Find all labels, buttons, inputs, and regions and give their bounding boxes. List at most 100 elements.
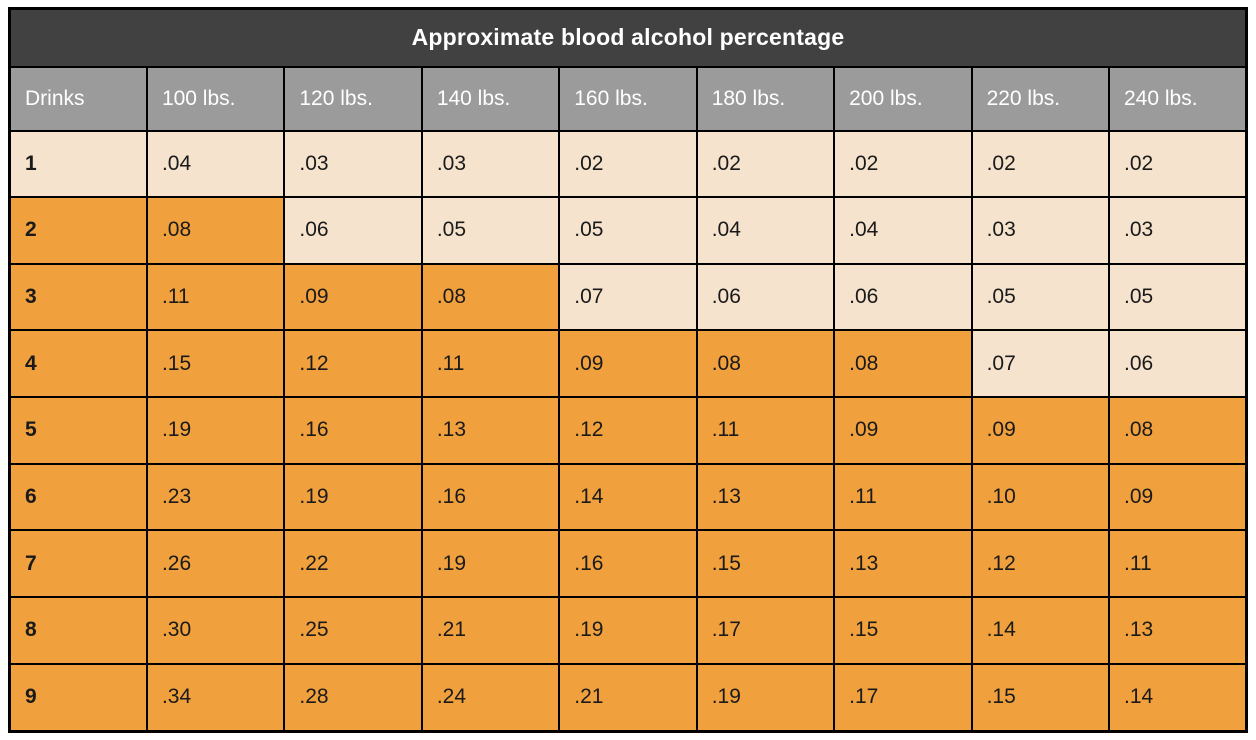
- bac-value-cell: .02: [1108, 129, 1248, 199]
- bac-value-cell: .09: [1108, 462, 1248, 532]
- bac-value-cell: .34: [145, 662, 286, 733]
- drinks-cell: 2: [8, 196, 148, 265]
- bac-value-cell: .19: [695, 662, 836, 733]
- drinks-cell: 9: [8, 662, 148, 733]
- bac-value-cell: .08: [420, 262, 561, 332]
- bac-value-cell: .11: [145, 262, 286, 332]
- bac-value-cell: .06: [695, 262, 836, 332]
- title-row: Approximate blood alcohol percentage: [8, 7, 1248, 68]
- bac-value-cell: .02: [970, 129, 1111, 199]
- bac-value-cell: .15: [145, 329, 286, 398]
- bac-value-cell: .14: [558, 462, 698, 532]
- table-row: 3.11.09.08.07.06.06.05.05: [8, 262, 1248, 332]
- column-header-weight: 100 lbs.: [145, 65, 286, 132]
- bac-value-cell: .17: [695, 595, 836, 665]
- column-header-row: Drinks 100 lbs. 120 lbs. 140 lbs. 160 lbs. 18…: [8, 65, 1248, 132]
- column-header-weight: 180 lbs.: [695, 65, 836, 132]
- bac-value-cell: .22: [283, 529, 423, 598]
- drinks-cell: 6: [8, 462, 148, 532]
- table-row: 2.08.06.05.05.04.04.03.03: [8, 196, 1248, 265]
- table-row: 9.34.28.24.21.19.17.15.14: [8, 662, 1248, 733]
- bac-value-cell: .13: [695, 462, 836, 532]
- bac-value-cell: .05: [558, 196, 698, 265]
- bac-value-cell: .04: [833, 196, 973, 265]
- bac-value-cell: .12: [970, 529, 1111, 598]
- bac-value-cell: .25: [283, 595, 423, 665]
- drinks-cell: 4: [8, 329, 148, 398]
- bac-value-cell: .28: [283, 662, 423, 733]
- drinks-cell: 3: [8, 262, 148, 332]
- bac-value-cell: .30: [145, 595, 286, 665]
- bac-value-cell: .16: [420, 462, 561, 532]
- table-title: Approximate blood alcohol percentage: [8, 7, 1248, 68]
- bac-value-cell: .06: [283, 196, 423, 265]
- bac-value-cell: .14: [1108, 662, 1248, 733]
- drinks-cell: 5: [8, 396, 148, 465]
- bac-value-cell: .11: [420, 329, 561, 398]
- bac-value-cell: .19: [420, 529, 561, 598]
- bac-value-cell: .07: [970, 329, 1111, 398]
- bac-value-cell: .05: [970, 262, 1111, 332]
- column-header-weight: 240 lbs.: [1108, 65, 1248, 132]
- bac-value-cell: .09: [283, 262, 423, 332]
- table-row: 4.15.12.11.09.08.08.07.06: [8, 329, 1248, 398]
- bac-value-cell: .08: [1108, 396, 1248, 465]
- column-header-weight: 120 lbs.: [283, 65, 423, 132]
- table-body: 1.04.03.03.02.02.02.02.02 2.08.06.05.05.0…: [8, 129, 1248, 733]
- drinks-cell: 1: [8, 129, 148, 199]
- bac-value-cell: .16: [558, 529, 698, 598]
- bac-value-cell: .08: [695, 329, 836, 398]
- bac-value-cell: .21: [558, 662, 698, 733]
- bac-value-cell: .19: [145, 396, 286, 465]
- column-header-drinks: Drinks: [8, 65, 148, 132]
- bac-value-cell: .15: [695, 529, 836, 598]
- bac-value-cell: .06: [1108, 329, 1248, 398]
- bac-value-cell: .09: [970, 396, 1111, 465]
- table-row: 6.23.19.16.14.13.11.10.09: [8, 462, 1248, 532]
- table-row: 1.04.03.03.02.02.02.02.02: [8, 129, 1248, 199]
- table-row: 5.19.16.13.12.11.09.09.08: [8, 396, 1248, 465]
- bac-value-cell: .03: [420, 129, 561, 199]
- table-row: 8.30.25.21.19.17.15.14.13: [8, 595, 1248, 665]
- bac-value-cell: .19: [283, 462, 423, 532]
- blood-alcohol-table: Approximate blood alcohol percentage Dri…: [8, 7, 1248, 733]
- bac-value-cell: .04: [695, 196, 836, 265]
- bac-value-cell: .09: [558, 329, 698, 398]
- bac-value-cell: .16: [283, 396, 423, 465]
- bac-value-cell: .11: [1108, 529, 1248, 598]
- bac-value-cell: .12: [558, 396, 698, 465]
- bac-value-cell: .14: [970, 595, 1111, 665]
- bac-value-cell: .11: [833, 462, 973, 532]
- drinks-cell: 7: [8, 529, 148, 598]
- column-header-weight: 140 lbs.: [420, 65, 561, 132]
- drinks-cell: 8: [8, 595, 148, 665]
- column-header-weight: 200 lbs.: [833, 65, 973, 132]
- bac-value-cell: .02: [833, 129, 973, 199]
- bac-value-cell: .03: [1108, 196, 1248, 265]
- bac-value-cell: .11: [695, 396, 836, 465]
- bac-value-cell: .03: [970, 196, 1111, 265]
- bac-value-cell: .15: [833, 595, 973, 665]
- bac-value-cell: .10: [970, 462, 1111, 532]
- bac-value-cell: .05: [420, 196, 561, 265]
- bac-value-cell: .09: [833, 396, 973, 465]
- bac-value-cell: .05: [1108, 262, 1248, 332]
- bac-value-cell: .21: [420, 595, 561, 665]
- bac-value-cell: .17: [833, 662, 973, 733]
- bac-value-cell: .24: [420, 662, 561, 733]
- bac-value-cell: .08: [145, 196, 286, 265]
- bac-value-cell: .04: [145, 129, 286, 199]
- bac-value-cell: .06: [833, 262, 973, 332]
- column-header-weight: 160 lbs.: [558, 65, 698, 132]
- bac-value-cell: .26: [145, 529, 286, 598]
- bac-value-cell: .02: [558, 129, 698, 199]
- bac-value-cell: .15: [970, 662, 1111, 733]
- bac-value-cell: .23: [145, 462, 286, 532]
- bac-value-cell: .12: [283, 329, 423, 398]
- bac-value-cell: .19: [558, 595, 698, 665]
- table-row: 7.26.22.19.16.15.13.12.11: [8, 529, 1248, 598]
- bac-value-cell: .07: [558, 262, 698, 332]
- bac-value-cell: .02: [695, 129, 836, 199]
- bac-value-cell: .13: [1108, 595, 1248, 665]
